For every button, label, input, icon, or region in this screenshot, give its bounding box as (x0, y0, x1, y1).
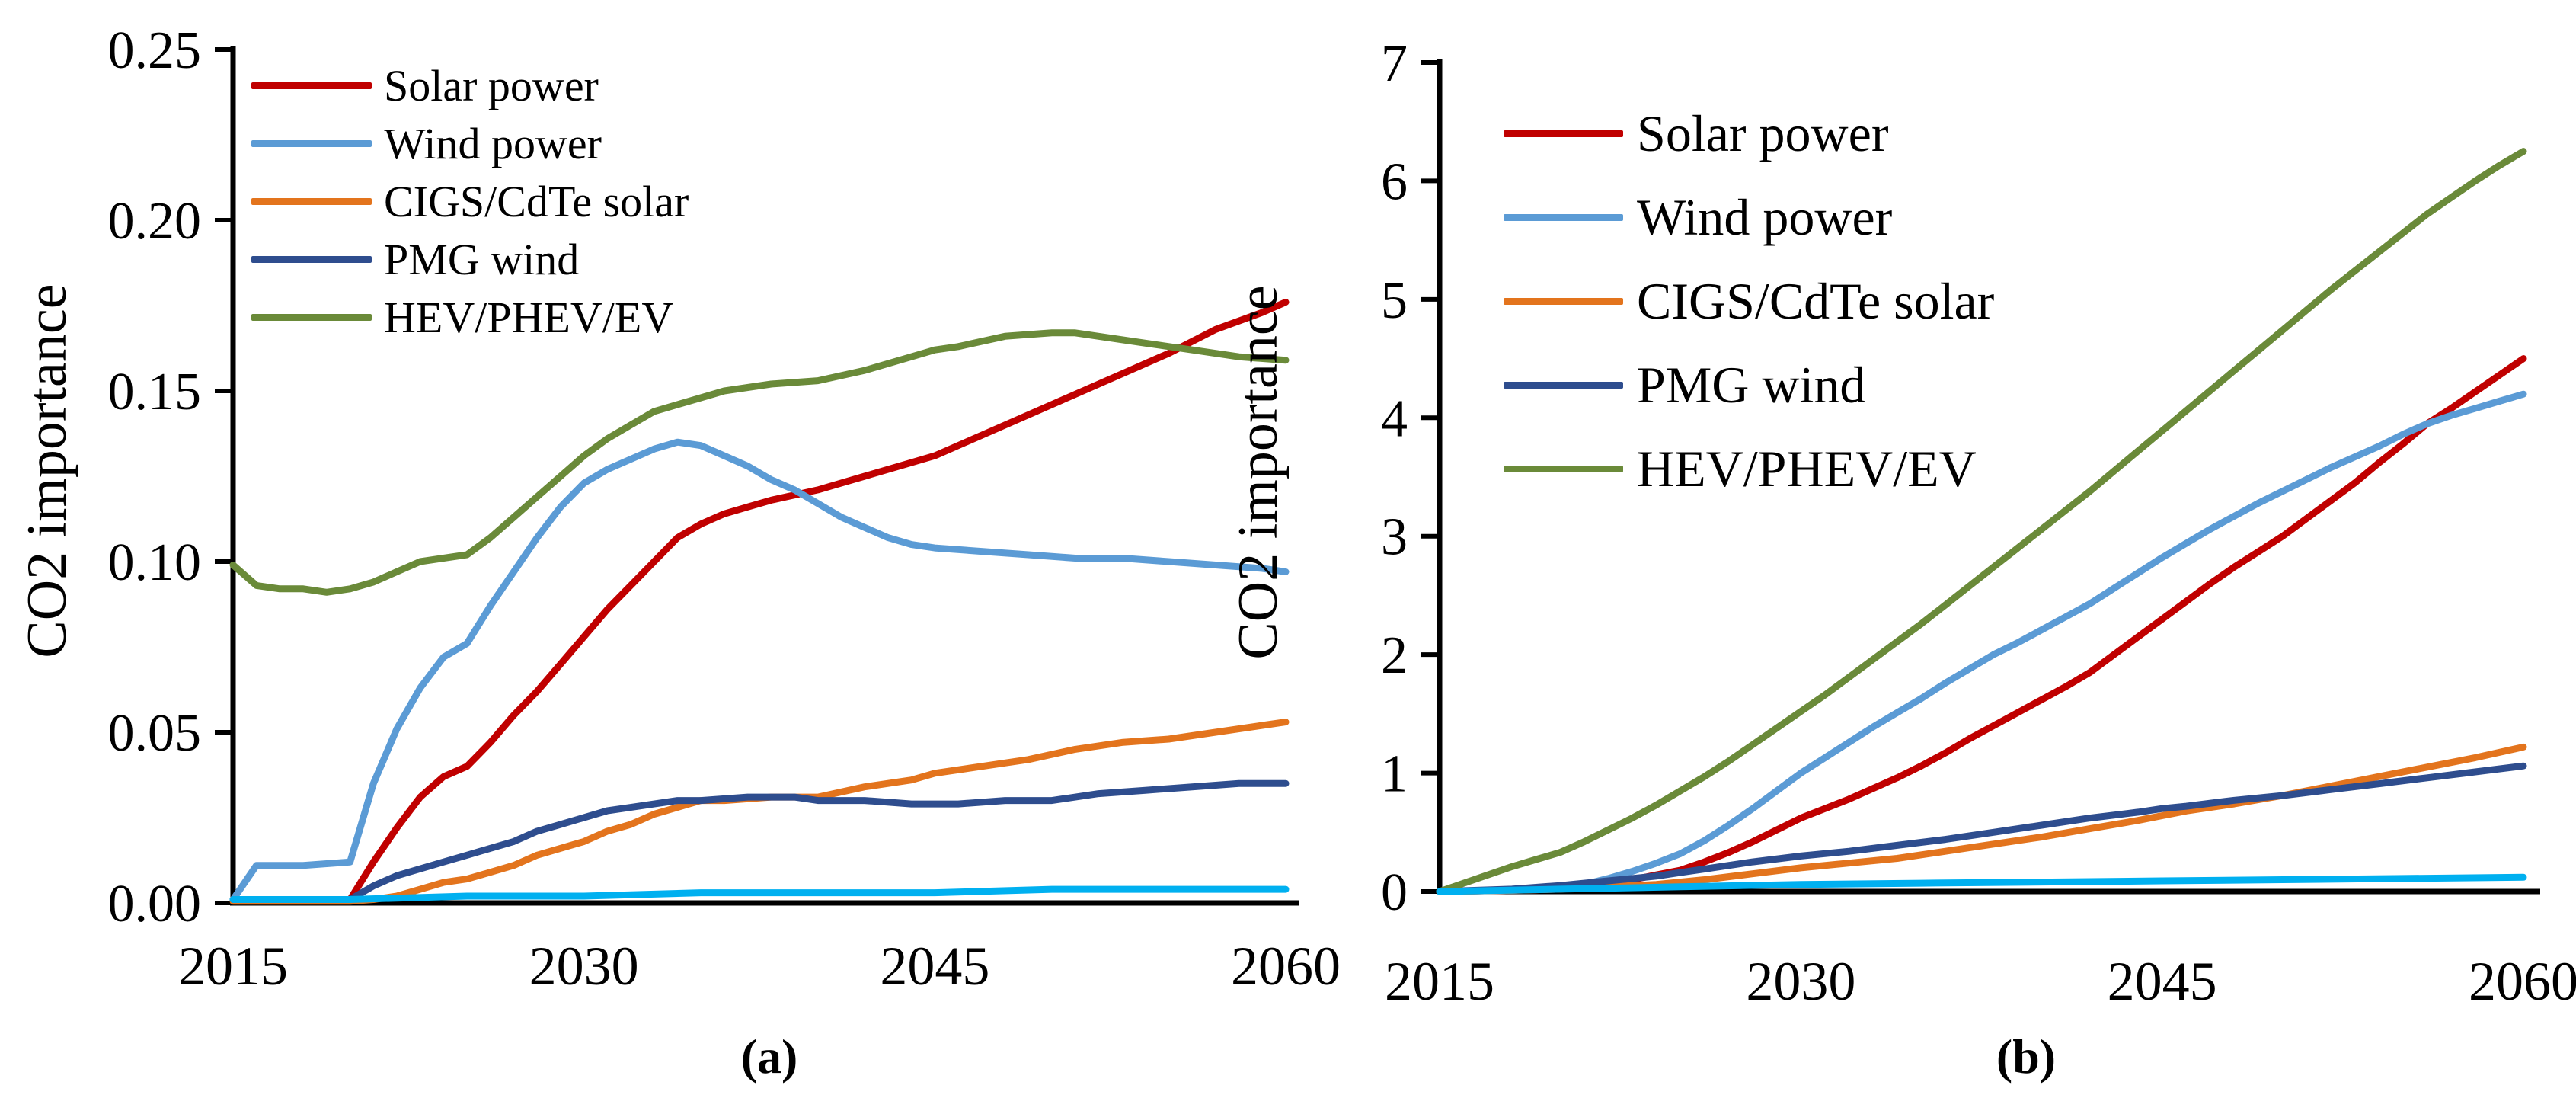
legend-line-swatch (1504, 297, 1623, 305)
legend-line-swatch (251, 255, 372, 263)
chart-a-series-unlabeled-5 (229, 885, 1290, 903)
x-tick-label: 2015 (1385, 951, 1494, 1012)
chart-a-y-axis-title: CO2 importance (16, 283, 78, 658)
y-tick-label: 0.15 (108, 363, 202, 421)
y-tick-label: 0.25 (108, 21, 202, 80)
y-tick-label: 4 (1381, 389, 1408, 448)
legend-label: HEV/PHEV/EV (384, 292, 674, 342)
legend-label: CIGS/CdTe solar (384, 176, 689, 226)
legend-item-hev-phev-ev: HEV/PHEV/EV (251, 288, 689, 346)
legend-item-solar-power: Solar power (251, 56, 689, 114)
legend-item-cigs-cdte-solar: CIGS/CdTe solar (251, 172, 689, 230)
chart-a-series-cigs-cdte-solar (229, 719, 1290, 905)
legend-item-cigs-cdte-solar: CIGS/CdTe solar (1504, 259, 1994, 343)
legend-line-swatch (1504, 130, 1623, 137)
y-tick-label: 5 (1381, 271, 1408, 330)
chart-b-caption: (b) (1996, 1029, 2057, 1084)
legend-item-pmg-wind: PMG wind (1504, 343, 1994, 427)
y-tick-label: 3 (1381, 508, 1408, 567)
legend-item-wind-power: Wind power (1504, 175, 1994, 259)
legend-label: Solar power (1637, 104, 1889, 162)
y-tick-label: 0.00 (108, 875, 202, 933)
legend-line-swatch (1504, 213, 1623, 221)
y-tick-label: 0.10 (108, 533, 202, 592)
legend-line-swatch (251, 197, 372, 205)
y-tick-label: 7 (1381, 34, 1408, 93)
chart-a-caption: (a) (740, 1029, 798, 1084)
legend-label: HEV/PHEV/EV (1637, 439, 1977, 498)
legend-line-swatch (1504, 465, 1623, 472)
chart-a-series-wind-power (229, 438, 1290, 903)
legend-label: Solar power (384, 60, 599, 110)
chart-b: 0 1 2 3 4 5 6 7 2015 2030 2045 2060 (1381, 34, 2576, 1012)
x-tick-label: 2030 (1746, 951, 1855, 1012)
x-tick-label: 2045 (880, 936, 989, 997)
y-tick-label: 0.20 (108, 192, 202, 251)
legend-label: PMG wind (1637, 355, 1866, 414)
y-tick-label: 0.05 (108, 704, 202, 763)
legend-item-wind-power: Wind power (251, 114, 689, 172)
x-tick-label: 2060 (2469, 951, 2576, 1012)
chart-a: 0.00 0.05 0.10 0.15 0.20 0.25 2015 2030 2045 2060 (108, 21, 1341, 997)
legend-line-swatch (1504, 381, 1623, 389)
legend-label: CIGS/CdTe solar (1637, 271, 1995, 330)
x-tick-label: 2045 (2108, 951, 2217, 1012)
legend-item-hev-phev-ev: HEV/PHEV/EV (1504, 427, 1994, 511)
legend-line-swatch (251, 313, 372, 321)
chart-b-y-axis-title: CO2 importance (1227, 285, 1290, 660)
chart-a-series-hev-phev-ev (229, 329, 1290, 596)
y-tick-label: 1 (1381, 745, 1408, 804)
chart-a-series-solar-power (229, 299, 1290, 903)
y-tick-label: 2 (1381, 626, 1408, 685)
legend-label: Wind power (1637, 187, 1893, 246)
chart-a-series-pmg-wind (229, 779, 1290, 903)
chart-b-series-pmg-wind (1436, 762, 2527, 895)
y-tick-label: 6 (1381, 152, 1408, 211)
chart-b-series-wind-power (1436, 390, 2527, 895)
legend-item-solar-power: Solar power (1504, 91, 1994, 175)
x-tick-label: 2030 (529, 936, 639, 997)
chart-b-series-unlabeled-5 (1436, 873, 2527, 895)
chart-a-legend: Solar power Wind power CIGS/CdTe solar P… (251, 56, 689, 346)
chart-b-series-cigs-cdte-solar (1436, 743, 2527, 895)
legend-item-pmg-wind: PMG wind (251, 230, 689, 288)
x-tick-label: 2060 (1231, 936, 1341, 997)
legend-line-swatch (251, 139, 372, 147)
y-tick-label: 0 (1381, 863, 1408, 922)
legend-line-swatch (251, 82, 372, 89)
chart-b-series-hev-phev-ev (1436, 148, 2527, 895)
legend-label: Wind power (384, 118, 602, 168)
chart-b-legend: Solar power Wind power CIGS/CdTe solar P… (1504, 91, 1994, 511)
x-tick-label: 2015 (178, 936, 288, 997)
legend-label: PMG wind (384, 234, 580, 284)
